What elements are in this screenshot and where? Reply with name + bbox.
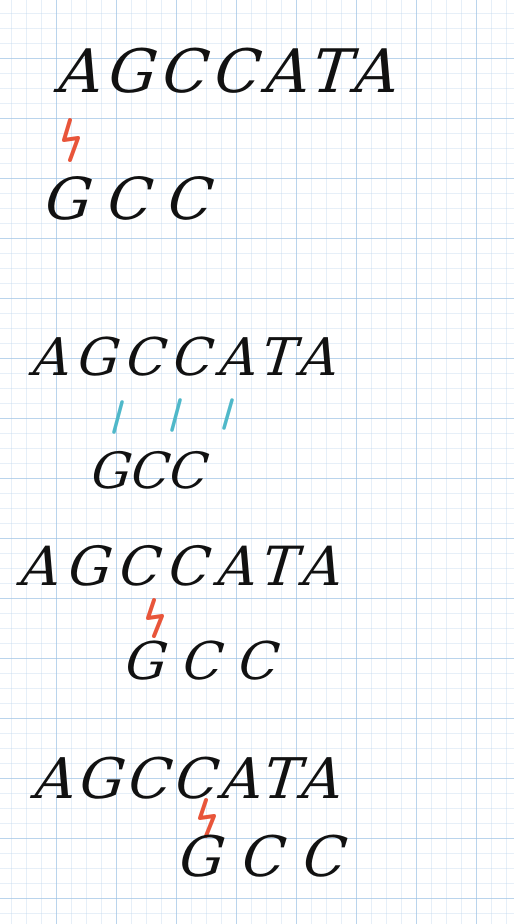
alignment-panel-3: AGCCATA GCC [19, 535, 354, 692]
mismatch-icon [146, 598, 164, 638]
mismatch-icon [62, 118, 80, 162]
match-ticks [112, 398, 234, 434]
query-sequence: GCC [176, 825, 368, 890]
mismatch-icon [198, 798, 216, 838]
alignment-panel-1: AGCCATA GCC [0, 0, 514, 240]
alignment-panel-2: AGCCATA GCC [31, 328, 349, 500]
reference-sequence: AGCCATA [32, 747, 351, 812]
